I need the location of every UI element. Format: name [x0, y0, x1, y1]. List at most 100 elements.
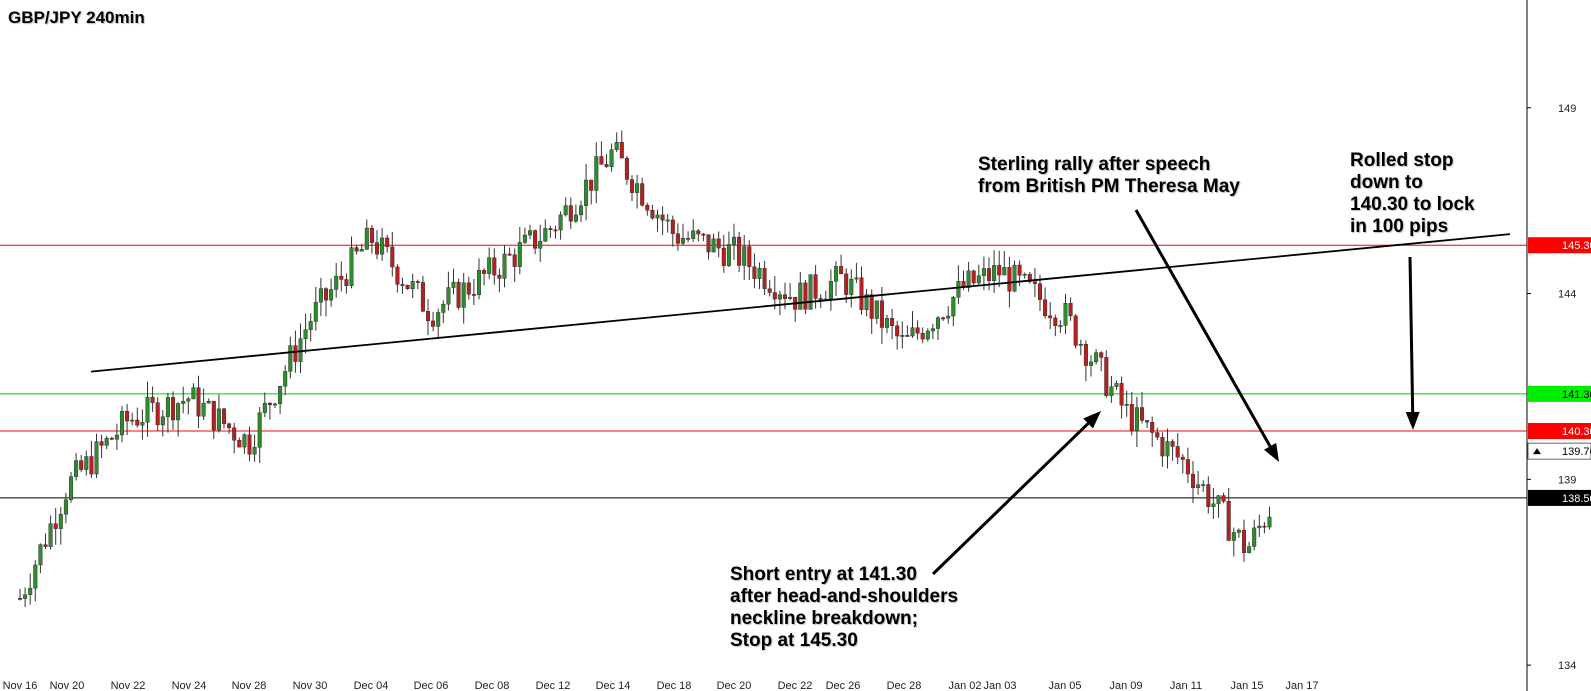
candle-body — [1145, 420, 1150, 423]
candle-body — [558, 214, 563, 231]
x-tick-label-Jan 15: Jan 15 — [1230, 680, 1263, 691]
candle-body — [512, 254, 517, 267]
candle-body — [1109, 386, 1114, 396]
candle-body — [84, 456, 89, 470]
candle-body — [543, 228, 548, 242]
candle-body — [1032, 281, 1037, 284]
candle-body — [930, 328, 935, 332]
candle-body — [869, 294, 874, 319]
candle-body — [216, 408, 221, 431]
chart-title: GBP/JPY 240min — [8, 8, 145, 27]
candle-body — [1068, 303, 1073, 317]
candle-body — [640, 183, 645, 206]
candle-body — [696, 230, 701, 235]
candle-body — [528, 230, 533, 236]
candle-body — [589, 179, 594, 191]
candle-body — [308, 321, 313, 330]
arrow-rolled-stop-shaft — [1408, 256, 1415, 413]
candle-body — [706, 234, 711, 253]
candle-body — [252, 447, 257, 455]
candle-body — [1007, 267, 1012, 292]
candle-body — [956, 280, 961, 298]
level-label-138.50: 138.50 — [1562, 493, 1591, 505]
x-tick-label-Dec 14: Dec 14 — [596, 680, 631, 691]
candle-body — [635, 183, 640, 193]
candle-body — [579, 205, 584, 216]
candle-body — [1083, 344, 1088, 366]
candle-body — [890, 318, 895, 326]
candle-body — [665, 219, 670, 222]
arrow-rolled-stop-head — [1405, 411, 1420, 430]
candle-body — [186, 398, 191, 402]
candle-body — [1231, 532, 1236, 541]
candle-body — [426, 311, 431, 322]
candle-body — [864, 294, 869, 311]
candle-body — [385, 237, 390, 248]
candle-body — [211, 400, 216, 431]
candle-body — [936, 317, 941, 329]
candle-body — [288, 345, 293, 372]
candle-body — [604, 164, 609, 167]
candle-body — [681, 238, 686, 244]
candle-body — [732, 236, 737, 245]
arrow-short-entry-shaft — [931, 422, 1090, 576]
candle-body — [946, 315, 951, 319]
x-tick-label-Jan 09: Jan 09 — [1109, 680, 1142, 691]
neckline — [90, 233, 1511, 373]
arrow-sterling-rally-shaft — [1134, 209, 1272, 448]
candle-body — [79, 460, 84, 470]
candle-body — [278, 386, 283, 405]
candle-body — [828, 281, 833, 300]
candle-body — [874, 300, 879, 319]
candle-body — [900, 335, 905, 337]
candle-body — [227, 423, 232, 428]
candle-body — [742, 246, 747, 266]
x-tick-label-Jan 05: Jan 05 — [1048, 680, 1081, 691]
x-tick-label-Nov 28: Nov 28 — [232, 680, 267, 691]
candle-body — [293, 345, 298, 362]
candle-body — [232, 427, 237, 441]
candle-body — [885, 318, 890, 328]
x-tick-label-Dec 04: Dec 04 — [354, 680, 389, 691]
candle-body — [614, 142, 619, 150]
y-tick-label-134: 134 — [1558, 660, 1576, 672]
candle-body — [538, 240, 543, 249]
candle-body — [273, 403, 278, 406]
candle-body — [329, 289, 334, 301]
candle-body — [119, 411, 124, 436]
candle-body — [155, 402, 160, 426]
x-tick-label-Jan 03: Jan 03 — [983, 680, 1016, 691]
candle-body — [981, 268, 986, 276]
candle-body — [344, 279, 349, 286]
candle-body — [395, 266, 400, 285]
candle-body — [1002, 267, 1007, 276]
neckline-line — [90, 233, 1511, 373]
x-tick-label-Nov 22: Nov 22 — [111, 680, 146, 691]
candle-body — [63, 499, 68, 515]
candle-body — [48, 523, 53, 547]
candle-body — [1196, 484, 1201, 488]
candle-body — [334, 275, 339, 290]
candle-body — [1058, 325, 1063, 327]
x-axis: Nov 16 Nov 20 Nov 22 Nov 24 Nov 28 Nov 30 Dec … — [3, 680, 1319, 691]
candle-body — [267, 402, 272, 406]
y-tick-label-144: 144 — [1558, 289, 1576, 301]
candle-body — [1027, 273, 1032, 282]
y-tick-label-139: 139 — [1558, 474, 1576, 486]
candle-body — [28, 587, 33, 595]
candle-body — [160, 416, 165, 426]
level-label-141.30: 141.30 — [1562, 389, 1591, 401]
candle-body — [431, 320, 436, 327]
candle-body — [1073, 315, 1078, 346]
candle-body — [767, 288, 772, 293]
candle-body — [803, 282, 808, 310]
candle-body — [114, 434, 119, 440]
candle-body — [1247, 546, 1252, 553]
candle-body — [895, 325, 900, 337]
candle-body — [298, 338, 303, 362]
candle-body — [451, 281, 456, 288]
candle-body — [951, 296, 956, 317]
candle-body — [18, 598, 23, 600]
candle-body — [1180, 456, 1185, 460]
candle-body — [783, 294, 788, 299]
